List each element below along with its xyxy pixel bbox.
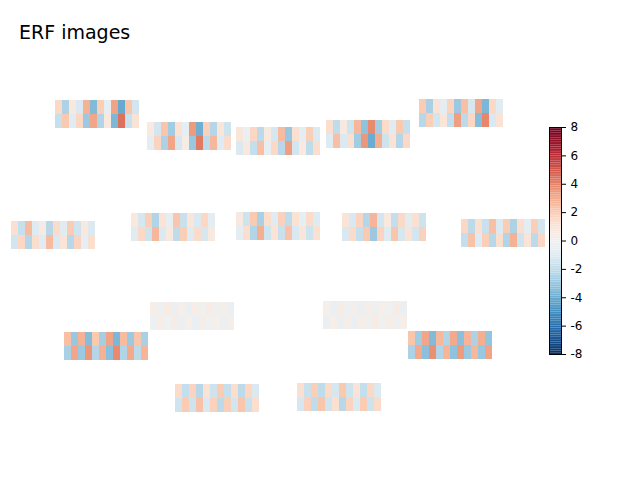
svg-text:-8: -8 [571, 347, 583, 361]
svg-text:2: 2 [571, 205, 579, 219]
svg-text:-2: -2 [571, 262, 583, 276]
html-text:ERF images: ERF images [19, 21, 131, 43]
svg-text:0: 0 [571, 234, 579, 248]
svg-text:-6: -6 [571, 319, 583, 333]
svg-text:4: 4 [571, 177, 579, 191]
svg-text:8: 8 [571, 120, 579, 134]
svg-text:-4: -4 [571, 291, 583, 305]
svg-text:6: 6 [571, 149, 579, 163]
